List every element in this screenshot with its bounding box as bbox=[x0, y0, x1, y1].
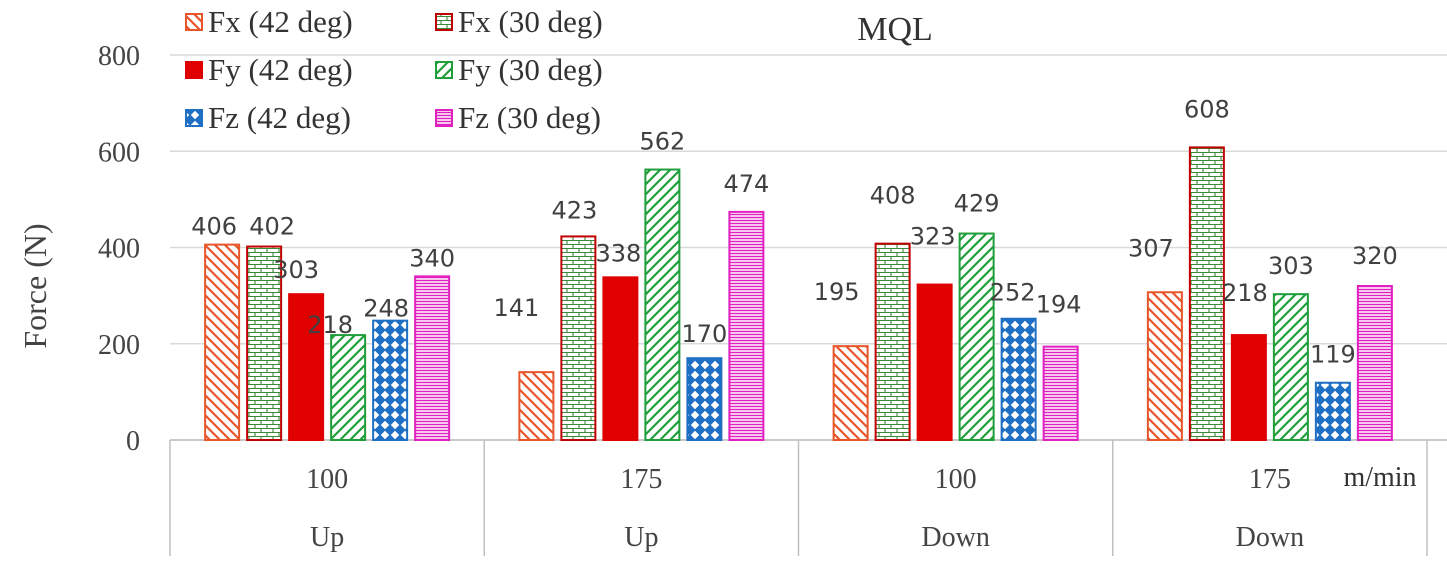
legend-swatch bbox=[435, 13, 453, 31]
bar bbox=[1356, 285, 1393, 441]
data-label: 323 bbox=[910, 223, 956, 251]
x-tick-label-direction: Up bbox=[624, 522, 658, 553]
legend-label: Fz (30 deg) bbox=[458, 100, 601, 135]
data-label: 170 bbox=[681, 320, 727, 348]
legend-swatch bbox=[185, 109, 203, 127]
data-label: 562 bbox=[639, 128, 685, 156]
data-label: 608 bbox=[1184, 95, 1230, 123]
data-label: 252 bbox=[990, 279, 1036, 307]
x-tick-label-direction: Down bbox=[921, 522, 989, 553]
data-label: 218 bbox=[1222, 279, 1268, 307]
legend-swatch bbox=[435, 109, 453, 127]
unit-label: m/min bbox=[1343, 462, 1416, 493]
data-label: 429 bbox=[954, 190, 1000, 218]
bar bbox=[1146, 291, 1183, 441]
bar bbox=[1042, 345, 1079, 442]
bar bbox=[204, 243, 241, 441]
data-label: 218 bbox=[307, 311, 353, 339]
bar bbox=[1272, 293, 1309, 441]
y-tick-label: 600 bbox=[98, 137, 140, 168]
legend-swatch bbox=[185, 61, 203, 79]
y-tick-label: 400 bbox=[98, 234, 140, 265]
bar bbox=[602, 276, 639, 441]
x-tick-label-direction: Down bbox=[1236, 522, 1304, 553]
y-tick-label: 200 bbox=[98, 330, 140, 361]
legend-label: Fy (30 deg) bbox=[458, 52, 603, 87]
bar bbox=[728, 210, 765, 441]
bar bbox=[414, 275, 451, 441]
x-tick-label-speed: 100 bbox=[306, 464, 348, 495]
data-label: 303 bbox=[273, 256, 319, 284]
legend-label: Fx (42 deg) bbox=[208, 4, 353, 39]
bar bbox=[644, 168, 681, 441]
bar bbox=[288, 293, 325, 441]
data-label: 119 bbox=[1310, 341, 1356, 369]
bar bbox=[686, 357, 723, 441]
y-tick-label: 0 bbox=[126, 426, 140, 457]
bar bbox=[246, 245, 283, 441]
legend-label: Fx (30 deg) bbox=[458, 4, 603, 39]
bar bbox=[874, 242, 911, 441]
x-tick-label-speed: 175 bbox=[620, 464, 662, 495]
data-label: 340 bbox=[409, 244, 455, 272]
y-tick-label: 800 bbox=[98, 41, 140, 72]
data-label: 194 bbox=[1036, 291, 1082, 319]
data-label: 338 bbox=[595, 239, 641, 267]
data-labels: 406 141 195 307 402 423 408 608 303 338 323 218 218 5… bbox=[191, 95, 1398, 368]
data-label: 307 bbox=[1128, 234, 1174, 262]
legend-swatch bbox=[435, 61, 453, 79]
y-axis-title: Force (N) bbox=[17, 223, 53, 348]
bar bbox=[1230, 334, 1267, 441]
legend-label: Fz (42 deg) bbox=[208, 100, 351, 135]
legend-label: Fy (42 deg) bbox=[208, 52, 353, 87]
legend: Fx (42 deg) Fx (30 deg) Fy (42 deg) Fy (30 … bbox=[185, 4, 603, 135]
data-label: 406 bbox=[191, 213, 237, 241]
data-label: 320 bbox=[1352, 242, 1398, 270]
data-label: 474 bbox=[723, 170, 769, 198]
bar bbox=[832, 345, 869, 441]
data-label: 423 bbox=[551, 196, 597, 224]
bar bbox=[372, 319, 409, 441]
data-label: 303 bbox=[1268, 252, 1314, 280]
x-tick-label-direction: Up bbox=[310, 522, 344, 553]
bar bbox=[958, 232, 995, 441]
legend-swatch bbox=[185, 13, 203, 31]
bar bbox=[1314, 381, 1351, 442]
data-label: 248 bbox=[363, 295, 409, 323]
data-label: 195 bbox=[814, 278, 860, 306]
bar bbox=[1188, 146, 1225, 441]
bar bbox=[1000, 317, 1037, 442]
data-label: 402 bbox=[249, 213, 295, 241]
bar bbox=[916, 283, 953, 441]
bar bbox=[560, 235, 597, 441]
bar bbox=[518, 371, 555, 441]
axes: 0 200 400 600 800 100 Up 175 Up 100 Down 175 Down bbox=[98, 41, 1447, 556]
x-tick-label-speed: 100 bbox=[935, 464, 977, 495]
data-label: 408 bbox=[870, 182, 916, 210]
chart-title: MQL bbox=[857, 11, 933, 48]
bar bbox=[330, 334, 367, 441]
data-label: 141 bbox=[493, 294, 539, 322]
bars bbox=[204, 146, 1393, 442]
x-tick-label-speed: 175 bbox=[1249, 464, 1291, 495]
